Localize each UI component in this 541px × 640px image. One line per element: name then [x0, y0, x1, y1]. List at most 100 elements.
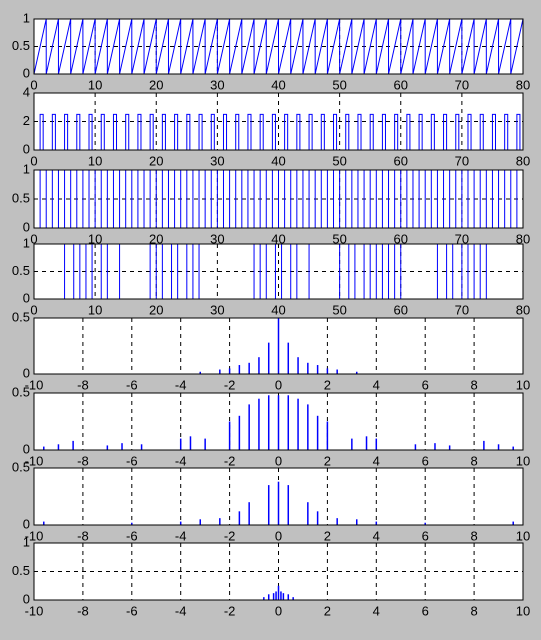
y-tick-label: 0: [23, 441, 30, 456]
x-tick-label: 40: [271, 77, 285, 92]
x-tick-label: -6: [126, 603, 138, 618]
x-tick-label: 40: [271, 231, 285, 246]
x-tick-label: 0: [30, 231, 37, 246]
x-tick-label: 10: [88, 302, 102, 317]
x-tick-label: 30: [210, 231, 224, 246]
axes-frame: [33, 18, 524, 75]
pulse: [235, 113, 240, 150]
x-tick-label: -4: [175, 528, 187, 543]
y-tick-label: 0: [23, 141, 30, 156]
x-tick-label: 20: [149, 231, 163, 246]
x-tick-label: 0: [275, 377, 282, 392]
pulse: [467, 113, 472, 150]
y-tick-label: 0: [23, 516, 30, 531]
axes-frame: [33, 317, 524, 375]
y-tick-label: 0.5: [12, 263, 30, 278]
pulse: [516, 113, 521, 150]
x-tick-label: 50: [332, 302, 346, 317]
x-tick-label: 6: [422, 377, 429, 392]
x-tick-label: -2: [224, 453, 236, 468]
y-tick-label: 0: [23, 365, 30, 380]
y-tick-label: 0: [23, 290, 30, 305]
pulse: [369, 113, 374, 150]
pulse: [491, 113, 496, 150]
x-tick-label: 4: [373, 453, 380, 468]
x-tick-label: 80: [516, 77, 530, 92]
pulse: [137, 113, 142, 150]
subplot: -10 -8 -6 -4 -2 0 2 4 6 8 10 0 0.5: [12, 309, 530, 392]
pulse: [222, 113, 228, 150]
y-tick-label: 0: [23, 65, 30, 80]
x-tick-label: -8: [77, 377, 89, 392]
y-tick-label: 1: [23, 161, 30, 176]
y-tick-label: 0.5: [12, 190, 30, 205]
x-tick-label: 70: [455, 153, 469, 168]
y-tick-label: 0: [23, 591, 30, 606]
pulse: [443, 113, 448, 150]
y-tick-label: 0.5: [12, 563, 30, 578]
subplot: 0 10 20 30 40 50 60 70 80 0 0.5 1: [12, 161, 530, 246]
x-tick-label: 30: [210, 77, 224, 92]
pulse: [308, 113, 313, 150]
x-tick-label: 70: [455, 302, 469, 317]
pulse: [198, 113, 203, 150]
pulse: [455, 113, 460, 150]
x-tick-label: -4: [175, 603, 187, 618]
pulse: [333, 113, 338, 150]
x-tick-label: 2: [324, 528, 331, 543]
x-tick-label: 80: [516, 231, 530, 246]
x-tick-label: 2: [324, 603, 331, 618]
x-tick-label: 6: [422, 453, 429, 468]
x-tick-label: 20: [149, 77, 163, 92]
pulse: [271, 113, 276, 150]
subplot: -10 -8 -6 -4 -2 0 2 4 6 8 10 0 0.5: [12, 459, 530, 543]
pulse: [88, 113, 93, 150]
axes-frame: [33, 169, 524, 229]
y-tick-label: 0.5: [12, 309, 30, 324]
x-tick-label: 8: [470, 528, 477, 543]
x-tick-label: -10: [25, 603, 44, 618]
x-tick-label: 0: [30, 77, 37, 92]
x-tick-label: 2: [324, 377, 331, 392]
y-tick-label: 1: [23, 10, 30, 25]
pulse: [149, 113, 154, 150]
y-tick-label: 0: [23, 219, 30, 234]
pulse: [161, 113, 166, 150]
x-tick-label: 0: [30, 302, 37, 317]
x-tick-label: 70: [455, 77, 469, 92]
x-tick-label: 8: [470, 377, 477, 392]
pulse: [51, 113, 56, 150]
pulse: [39, 113, 44, 150]
pulse: [247, 113, 252, 150]
x-tick-label: -8: [77, 603, 89, 618]
x-tick-label: 6: [422, 528, 429, 543]
pulse: [406, 113, 411, 150]
y-tick-label: 0.5: [12, 384, 30, 399]
x-tick-label: 2: [324, 453, 331, 468]
subplot: 0 10 20 30 40 50 60 70 80 0 0.5 1: [12, 235, 530, 317]
subplot: -10 -8 -6 -4 -2 0 2 4 6 8 10 0 0.5: [12, 384, 530, 468]
x-tick-label: 10: [516, 603, 530, 618]
x-tick-label: 60: [394, 302, 408, 317]
pulse: [76, 113, 81, 150]
x-tick-label: -2: [224, 603, 236, 618]
pulse: [479, 113, 484, 150]
x-tick-label: 10: [516, 453, 530, 468]
x-tick-label: 70: [455, 231, 469, 246]
x-tick-label: 20: [149, 153, 163, 168]
x-tick-label: -8: [77, 453, 89, 468]
pulse: [357, 113, 362, 150]
pulse: [504, 113, 509, 150]
signal-line: [33, 18, 524, 75]
x-tick-label: 60: [394, 77, 408, 92]
y-tick-label: 1: [23, 534, 30, 549]
x-tick-label: -2: [224, 377, 236, 392]
x-tick-label: -8: [77, 528, 89, 543]
pulse: [112, 113, 118, 150]
pulse: [381, 113, 386, 150]
pulse: [186, 113, 191, 150]
x-tick-label: 6: [422, 603, 429, 618]
axes-frame: [33, 542, 524, 601]
x-tick-label: 10: [88, 231, 102, 246]
